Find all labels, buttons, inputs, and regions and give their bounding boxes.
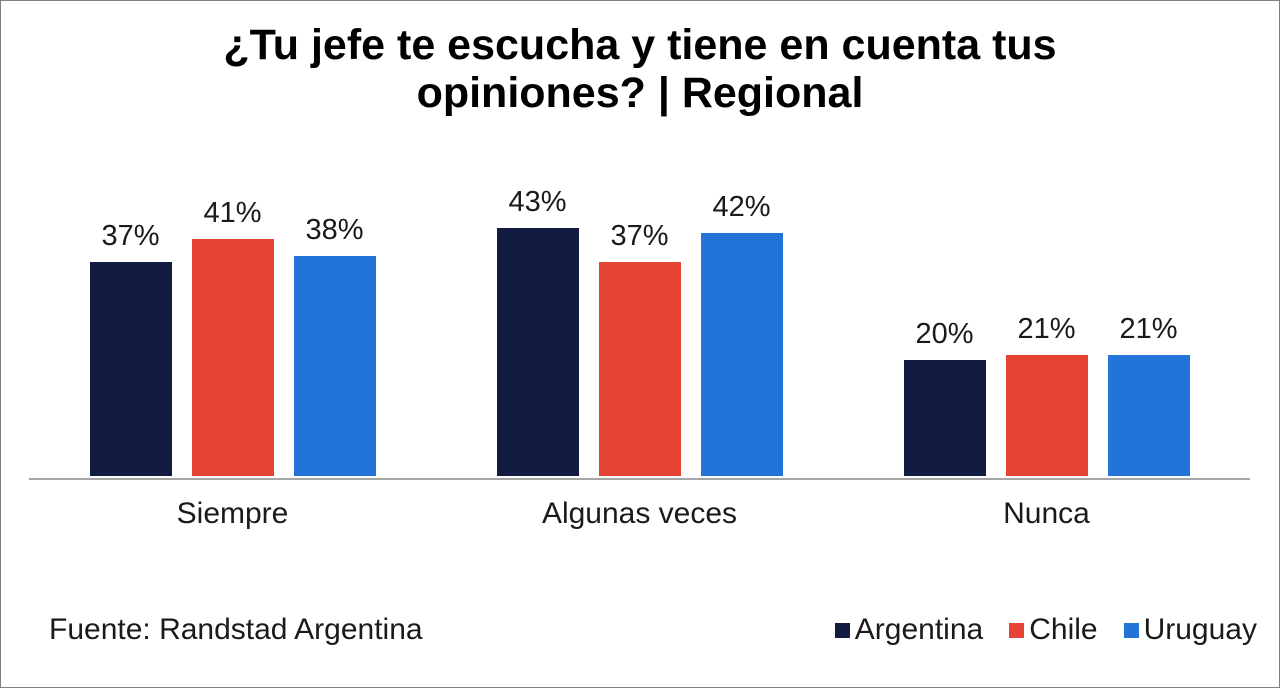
bar-cell: 21%: [1107, 312, 1190, 476]
bar-value-label: 42%: [712, 191, 771, 223]
bar-value-label: 21%: [1017, 313, 1076, 345]
bar-cell: 42%: [700, 190, 783, 476]
legend-label: Argentina: [854, 613, 984, 646]
plot-area: 37% 41% 38% 43% 37% 42% 20% 21% 21%: [29, 186, 1250, 476]
bar-value-label: 20%: [915, 318, 974, 350]
bar-group: 37% 41% 38%: [29, 197, 436, 476]
bar-group: 43% 37% 42%: [436, 186, 843, 476]
legend-label: Chile: [1029, 613, 1098, 646]
legend-swatch-icon: [1123, 622, 1139, 638]
bar-uruguay: [1107, 355, 1190, 476]
category-label: Algunas veces: [541, 497, 738, 530]
bar-cell: 37%: [598, 219, 681, 476]
category-label: Nunca: [1003, 497, 1090, 530]
bar-cell: 43%: [496, 185, 579, 476]
bar-cell: 20%: [903, 317, 986, 476]
bar-cell: 41%: [191, 196, 274, 476]
category-axis-labels: Siempre Algunas veces Nunca: [29, 497, 1250, 531]
bar-cell: 21%: [1005, 312, 1088, 476]
bar-chile: [598, 262, 681, 476]
bar-cell: 38%: [293, 213, 376, 476]
source-note: Fuente: Randstad Argentina: [49, 613, 423, 646]
bar-uruguay: [293, 256, 376, 476]
chart-title: ¿Tu jefe te escucha y tiene en cuenta tu…: [223, 21, 1057, 117]
category-label: Siempre: [176, 497, 289, 530]
chart-footer: Fuente: Randstad Argentina Argentina Chil…: [49, 613, 1257, 647]
bar-value-label: 21%: [1119, 313, 1178, 345]
bar-argentina: [903, 360, 986, 476]
bar-group: 20% 21% 21%: [843, 216, 1250, 476]
bar-argentina: [89, 262, 172, 476]
legend-swatch-icon: [834, 622, 850, 638]
bar-value-label: 37%: [610, 220, 669, 252]
bar-value-label: 38%: [305, 214, 364, 246]
bar-cell: 37%: [89, 219, 172, 476]
bar-chile: [191, 239, 274, 476]
x-axis-line: [29, 478, 1250, 480]
bar-value-label: 43%: [508, 186, 567, 218]
legend: Argentina Chile Uruguay: [834, 613, 1257, 647]
bar-value-label: 37%: [101, 220, 160, 252]
legend-item-chile: Chile: [1009, 613, 1098, 647]
bar-argentina: [496, 228, 579, 476]
legend-swatch-icon: [1009, 622, 1025, 638]
bar-value-label: 41%: [203, 197, 262, 229]
bar-uruguay: [700, 233, 783, 476]
bar-chile: [1005, 355, 1088, 476]
legend-item-argentina: Argentina: [834, 613, 984, 647]
legend-label: Uruguay: [1143, 613, 1257, 646]
legend-item-uruguay: Uruguay: [1123, 613, 1257, 647]
